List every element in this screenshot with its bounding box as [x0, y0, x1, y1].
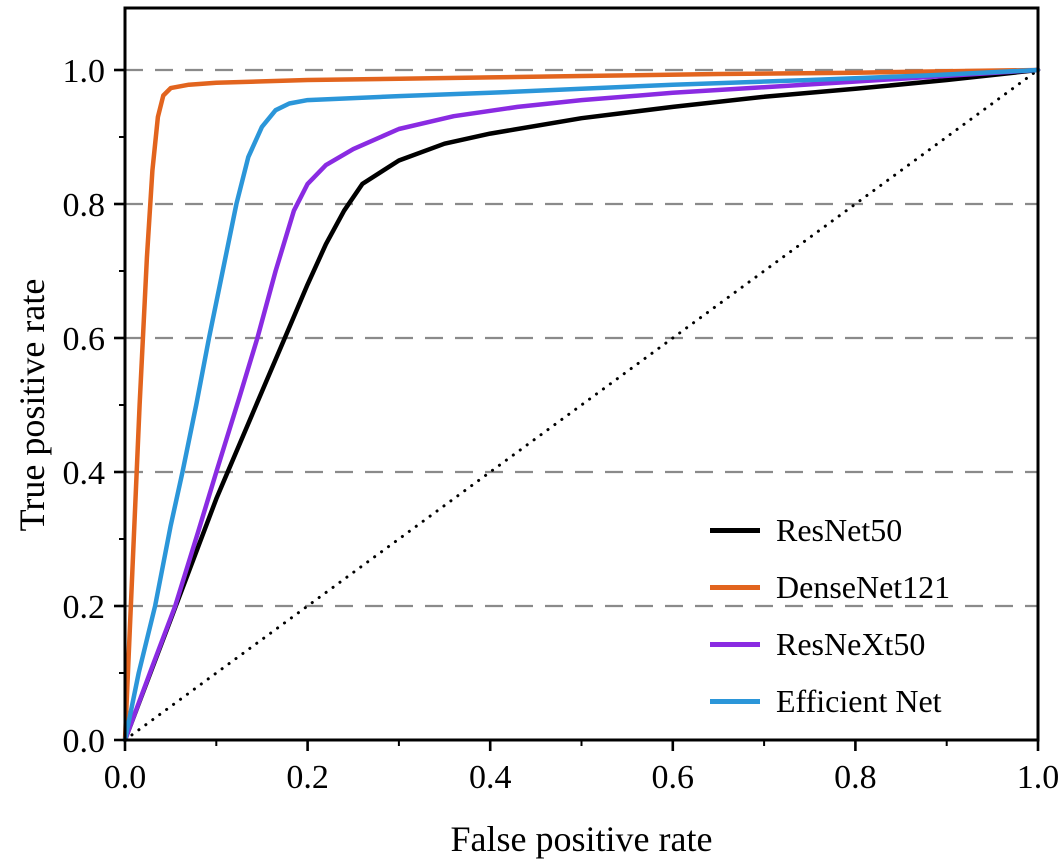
- legend-label-resnext50: ResNeXt50: [776, 625, 926, 662]
- legend-item-resnext50: ResNeXt50: [710, 622, 950, 666]
- legend-label-resnet50: ResNet50: [776, 511, 903, 548]
- x-tick-label-0.2: 0.2: [286, 759, 329, 796]
- legend-swatch-efficient-net: [710, 698, 760, 704]
- roc-curve-resnext50: [122, 67, 1041, 743]
- chance-diagonal-line: [123, 68, 1040, 742]
- legend-item-densenet121: DenseNet121: [710, 565, 950, 609]
- roc-curve-resnet50: [122, 67, 1041, 743]
- x-tick-label-0.4: 0.4: [469, 759, 512, 796]
- x-tick-label-0.8: 0.8: [834, 759, 877, 796]
- roc-curve-efficient-net: [122, 67, 1041, 743]
- legend-label-densenet121: DenseNet121: [776, 568, 951, 605]
- y-tick-label-0.0: 0.0: [63, 723, 106, 760]
- x-tick-label-0.6: 0.6: [652, 759, 695, 796]
- y-tick-label-0.8: 0.8: [63, 187, 106, 224]
- legend: ResNet50 DenseNet121 ResNeXt50 Efficient Ne…: [710, 508, 950, 736]
- x-tick-label-1.0: 1.0: [1017, 759, 1060, 796]
- legend-item-efficient-net: Efficient Net: [710, 679, 950, 723]
- legend-label-efficient-net: Efficient Net: [776, 682, 942, 719]
- legend-swatch-densenet121: [710, 584, 760, 590]
- legend-swatch-resnext50: [710, 641, 760, 647]
- x-tick-label-0.0: 0.0: [104, 759, 147, 796]
- legend-swatch-resnet50: [710, 527, 760, 533]
- y-tick-label-0.4: 0.4: [63, 455, 106, 492]
- y-axis-title: True positive rate: [12, 278, 52, 532]
- x-axis-title: False positive rate: [450, 819, 713, 859]
- y-tick-label-1.0: 1.0: [63, 53, 106, 90]
- roc-curve-densenet121: [122, 67, 1041, 743]
- legend-item-resnet50: ResNet50: [710, 508, 950, 552]
- y-tick-label-0.2: 0.2: [63, 589, 106, 626]
- y-tick-label-0.6: 0.6: [63, 321, 106, 358]
